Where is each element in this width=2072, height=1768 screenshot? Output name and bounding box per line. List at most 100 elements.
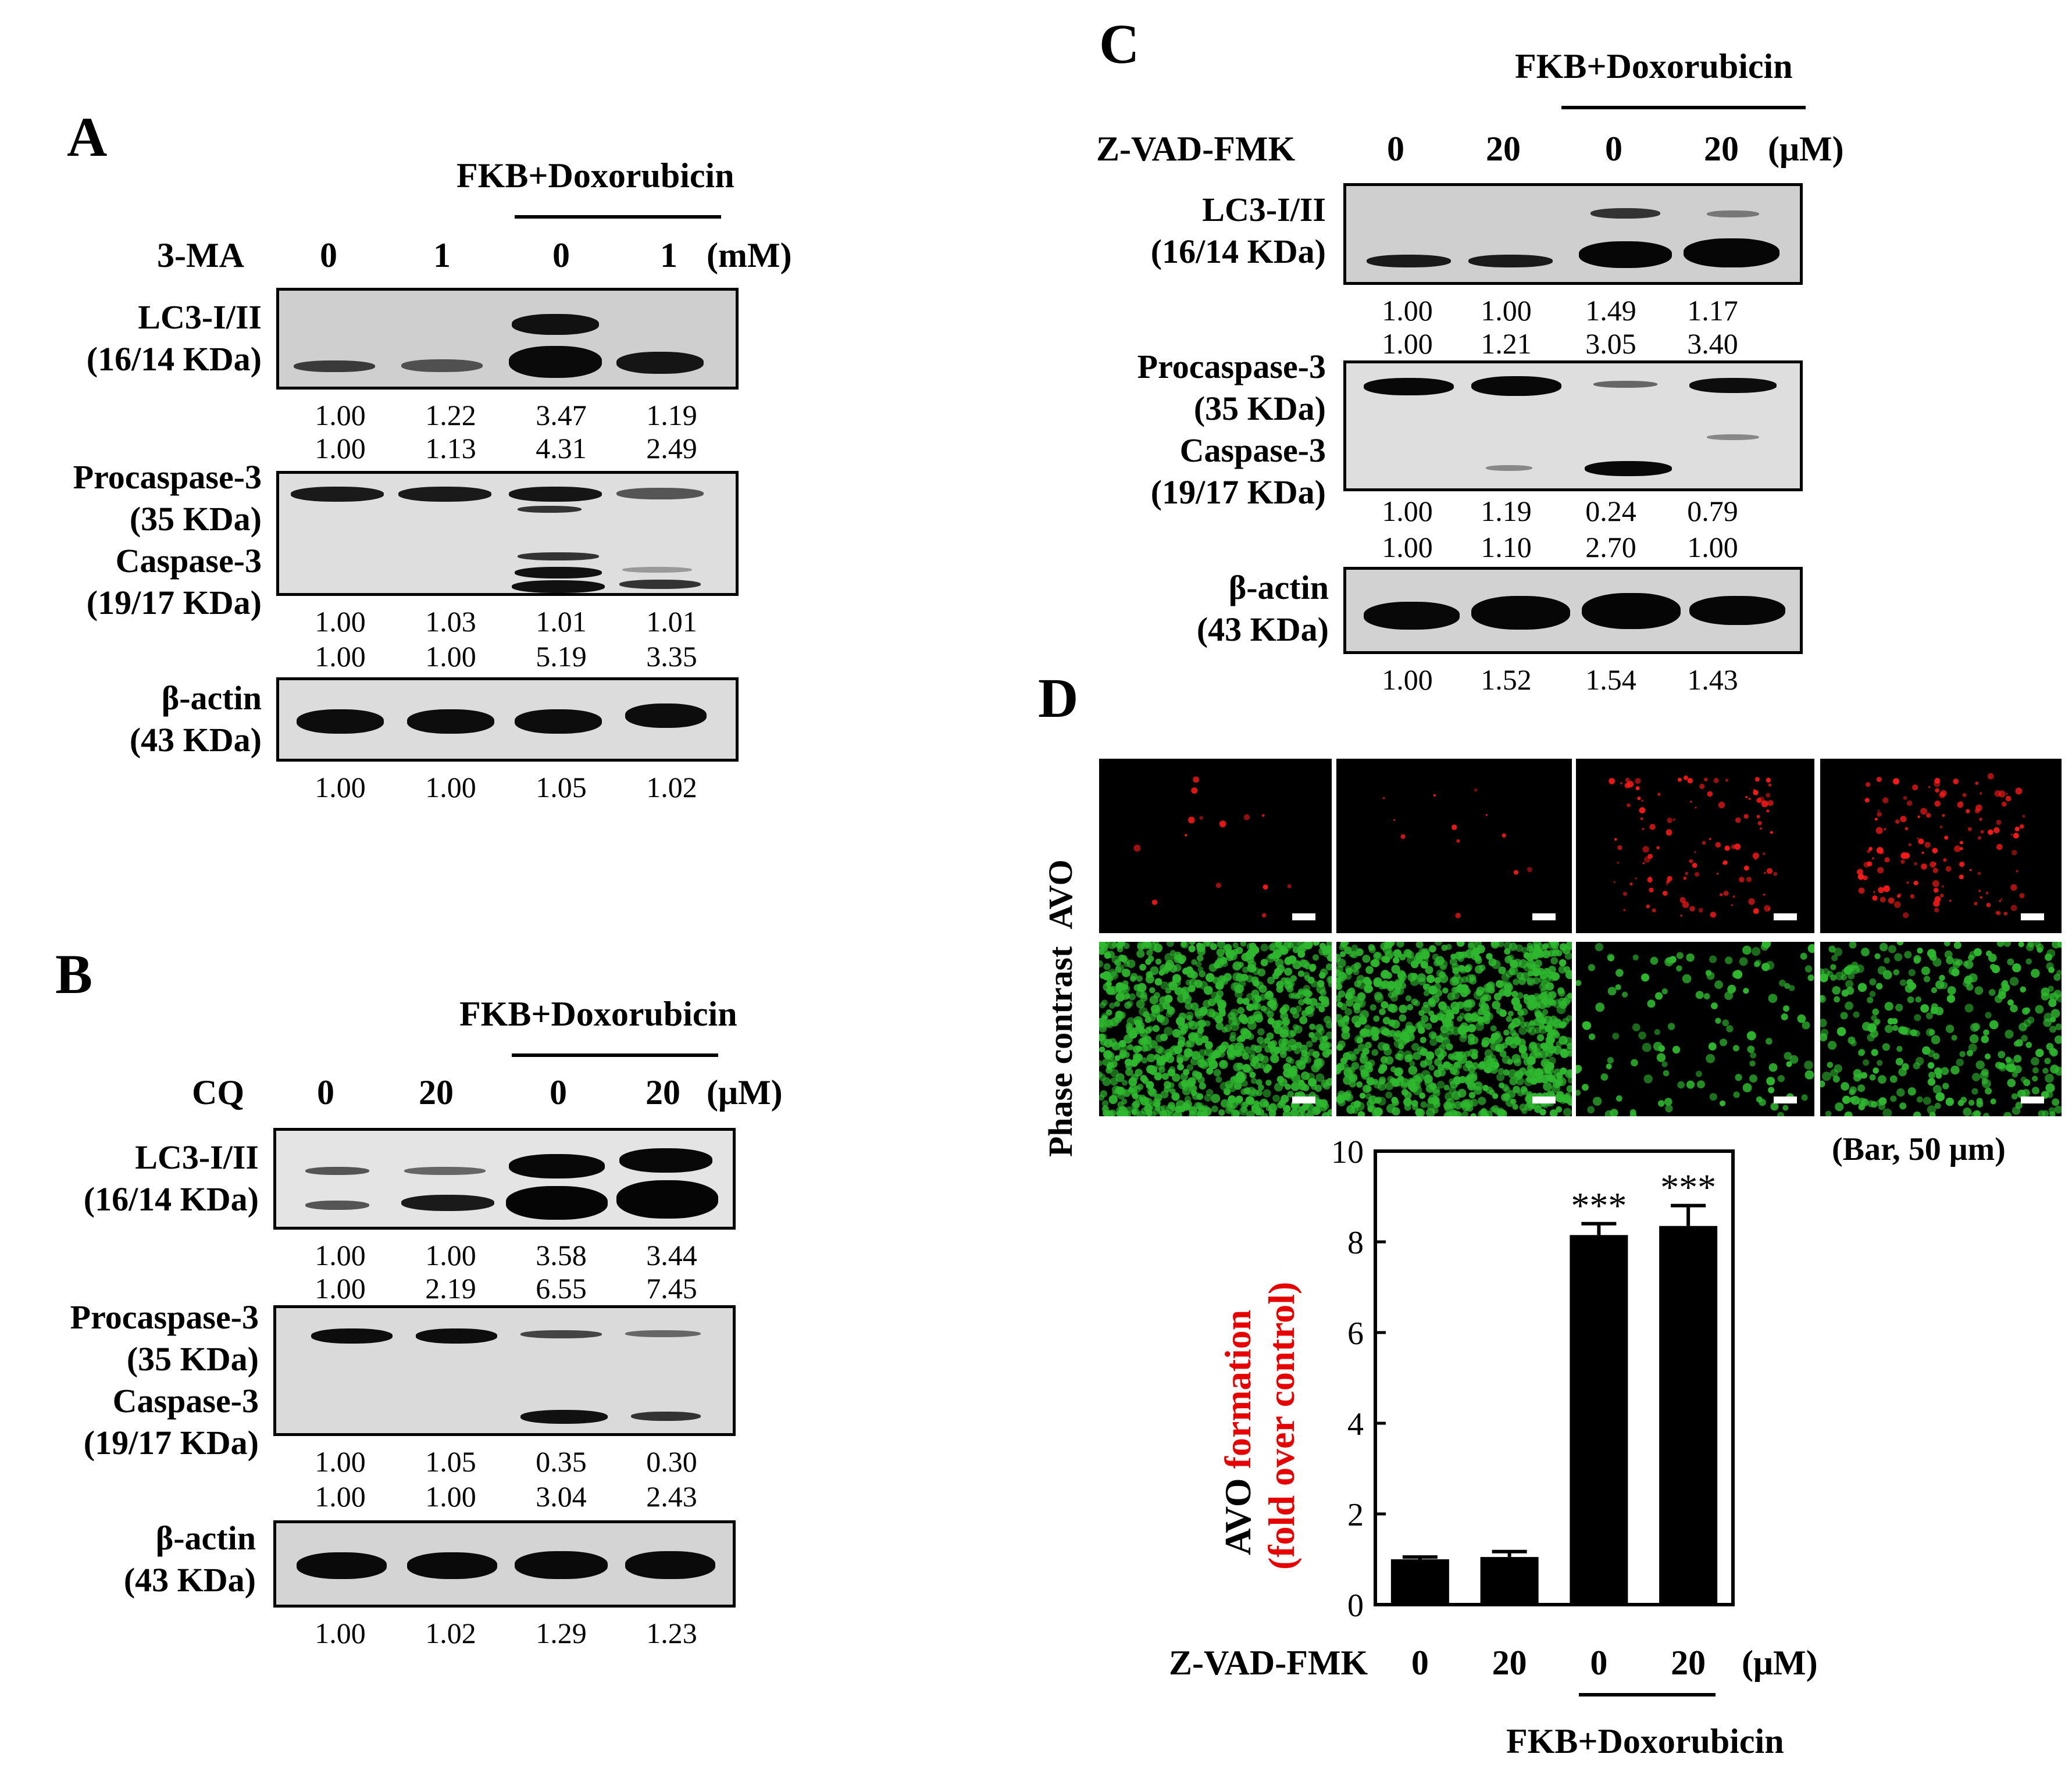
panel-c-lc3-blot <box>1343 183 1803 285</box>
panel-a-actin-size: (43 KDa) <box>129 721 262 759</box>
panel-b-casp-val-1-4: 0.30 <box>646 1445 697 1478</box>
chart-y-tick-6: 6 <box>1347 1316 1364 1352</box>
panel-b-treatment-label: CQ <box>192 1073 244 1112</box>
panel-c-casp-blot <box>1343 360 1803 491</box>
panel-c-casp-val-2-2: 1.10 <box>1481 531 1532 563</box>
panel-a-treatment-label: 3-MA <box>157 236 244 274</box>
panel-a-lc3-val-2-1: 1.00 <box>315 432 366 465</box>
panel-c-letter: C <box>1099 13 1140 75</box>
panel-b-actin-label: β-actin (43 KDa) <box>23 1517 256 1601</box>
panel-a-unit: (mM) <box>707 236 792 274</box>
panel-a-lc3-val-2-4: 2.49 <box>646 432 697 465</box>
panel-a-actin-val-1: 1.00 <box>315 771 366 803</box>
panel-c-lc3-val-1-1: 1.00 <box>1382 294 1433 327</box>
panel-c-casp-val-2-4: 1.00 <box>1687 531 1738 563</box>
avo-image-2 <box>1336 759 1572 933</box>
panel-b-actin-val-2: 1.02 <box>425 1617 476 1649</box>
panel-c-casp-name: Caspase-3 <box>1179 431 1326 469</box>
panel-c-actin-label: β-actin (43 KDa) <box>1087 567 1329 651</box>
chart-y-tick-2: 2 <box>1347 1497 1364 1533</box>
panel-b-actin-blot <box>273 1520 736 1608</box>
avo-image-4 <box>1820 759 2062 933</box>
chart-x-tick-3: 0 <box>1590 1644 1607 1682</box>
chart-y-tick-4: 4 <box>1347 1406 1364 1442</box>
panel-b-lc3-size: (16/14 KDa) <box>83 1180 259 1218</box>
panel-b-casp-val-2-1: 1.00 <box>315 1480 366 1513</box>
panel-d-phase-label: Phase contrast <box>1042 946 1079 1157</box>
chart-significance-4: *** <box>1660 1167 1716 1208</box>
panel-a-dose-4: 1 <box>660 236 677 274</box>
panel-b-lc3-val-1-1: 1.00 <box>315 1239 366 1271</box>
panel-b-casp-label: Procaspase-3 (35 KDa) Caspase-3 (19/17 K… <box>12 1296 259 1464</box>
panel-c-lc3-size: (16/14 KDa) <box>1150 233 1326 270</box>
phase-image-4 <box>1820 942 2062 1116</box>
panel-b-casp-size: (19/17 KDa) <box>83 1424 259 1462</box>
phase-image-3 <box>1576 942 1814 1116</box>
panel-b-lc3-val-1-2: 1.00 <box>425 1239 476 1271</box>
panel-d-letter: D <box>1038 667 1079 729</box>
panel-d-scale-note: (Bar, 50 μm) <box>1832 1131 2006 1167</box>
panel-b-casp-val-1-3: 0.35 <box>536 1445 587 1478</box>
panel-a-casp-val-2-4: 3.35 <box>646 640 697 673</box>
panel-b-lc3-label: LC3-I/II (16/14 KDa) <box>23 1137 259 1220</box>
panel-b-actin-val-3: 1.29 <box>536 1617 587 1649</box>
panel-a-casp-label: Procaspase-3 (35 KDa) Caspase-3 (19/17 K… <box>23 456 262 624</box>
chart-x-tick-1: 0 <box>1411 1644 1429 1682</box>
panel-a-group-line <box>515 215 721 219</box>
panel-a-lc3-val-1-3: 3.47 <box>536 399 587 431</box>
panel-b-dose-2: 20 <box>419 1073 454 1112</box>
panel-c-lc3-name: LC3-I/II <box>1202 191 1326 228</box>
panel-b-dose-1: 0 <box>317 1073 334 1112</box>
panel-c-casp-val-1-1: 1.00 <box>1382 495 1433 527</box>
panel-a-casp-val-1-1: 1.00 <box>315 605 366 638</box>
panel-c-lc3-val-2-1: 1.00 <box>1382 327 1433 360</box>
panel-a-procasp-size: (35 KDa) <box>129 500 262 538</box>
panel-a-lc3-val-2-2: 1.13 <box>425 432 476 465</box>
panel-a-dose-2: 1 <box>433 236 451 274</box>
panel-c-actin-val-4: 1.43 <box>1687 663 1738 696</box>
panel-b-lc3-val-2-1: 1.00 <box>315 1272 366 1305</box>
panel-a-dose-1: 0 <box>320 236 337 274</box>
panel-b-lc3-name: LC3-I/II <box>135 1138 259 1176</box>
panel-c-procasp-size: (35 KDa) <box>1193 390 1326 427</box>
chart-significance-3: *** <box>1571 1185 1627 1226</box>
panel-b-casp-val-2-2: 1.00 <box>425 1480 476 1513</box>
panel-b-group-label: FKB+Doxorubicin <box>459 995 737 1033</box>
avo-image-1 <box>1099 759 1332 933</box>
panel-a-casp-size: (19/17 KDa) <box>86 584 262 622</box>
panel-c-lc3-val-2-3: 3.05 <box>1585 327 1636 360</box>
panel-c-lc3-val-1-3: 1.49 <box>1585 294 1636 327</box>
panel-c-actin-size: (43 KDa) <box>1196 610 1329 648</box>
chart-y-tick-10: 10 <box>1331 1137 1364 1170</box>
panel-c-dose-1: 0 <box>1387 130 1404 168</box>
chart-ylabel-sub: (fold over control) <box>1261 1282 1302 1570</box>
panel-a-lc3-blot <box>276 288 739 390</box>
panel-b-lc3-val-1-4: 3.44 <box>646 1239 697 1271</box>
panel-a-actin-val-4: 1.02 <box>646 771 697 803</box>
chart-plot-frame <box>1374 1149 1735 1606</box>
panel-a-lc3-val-2-3: 4.31 <box>536 432 587 465</box>
panel-c-casp-val-2-3: 2.70 <box>1585 531 1636 563</box>
phase-image-2 <box>1336 942 1572 1116</box>
panel-a-casp-val-2-2: 1.00 <box>425 640 476 673</box>
panel-a-actin-label: β-actin (43 KDa) <box>23 677 262 761</box>
panel-c-lc3-val-2-2: 1.21 <box>1481 327 1532 360</box>
panel-a-casp-val-1-3: 1.01 <box>536 605 587 638</box>
panel-b-lc3-blot <box>273 1128 736 1230</box>
panel-b-casp-blot <box>273 1305 736 1436</box>
panel-b-actin-size: (43 KDa) <box>123 1561 256 1599</box>
panel-c-actin-val-1: 1.00 <box>1382 663 1433 696</box>
panel-b-lc3-val-2-4: 7.45 <box>646 1272 697 1305</box>
panel-c-dose-2: 20 <box>1486 130 1521 168</box>
panel-b-actin-name: β-actin <box>155 1519 256 1557</box>
panel-b-lc3-val-2-2: 2.19 <box>425 1272 476 1305</box>
panel-a-casp-val-2-1: 1.00 <box>315 640 366 673</box>
panel-b-casp-val-1-1: 1.00 <box>315 1445 366 1478</box>
panel-c-casp-val-1-2: 1.19 <box>1481 495 1532 527</box>
panel-b-actin-val-1: 1.00 <box>315 1617 366 1649</box>
avo-bar-chart: 0 2 4 6 8 10 *** *** AVO formation (fold over … <box>1169 1137 1818 1760</box>
panel-a-lc3-val-1-1: 1.00 <box>315 399 366 431</box>
panel-a-procasp-name: Procaspase-3 <box>73 458 262 496</box>
panel-b-casp-val-1-2: 1.05 <box>425 1445 476 1478</box>
panel-c-casp-label: Procaspase-3 (35 KDa) Caspase-3 (19/17 K… <box>1087 346 1326 513</box>
